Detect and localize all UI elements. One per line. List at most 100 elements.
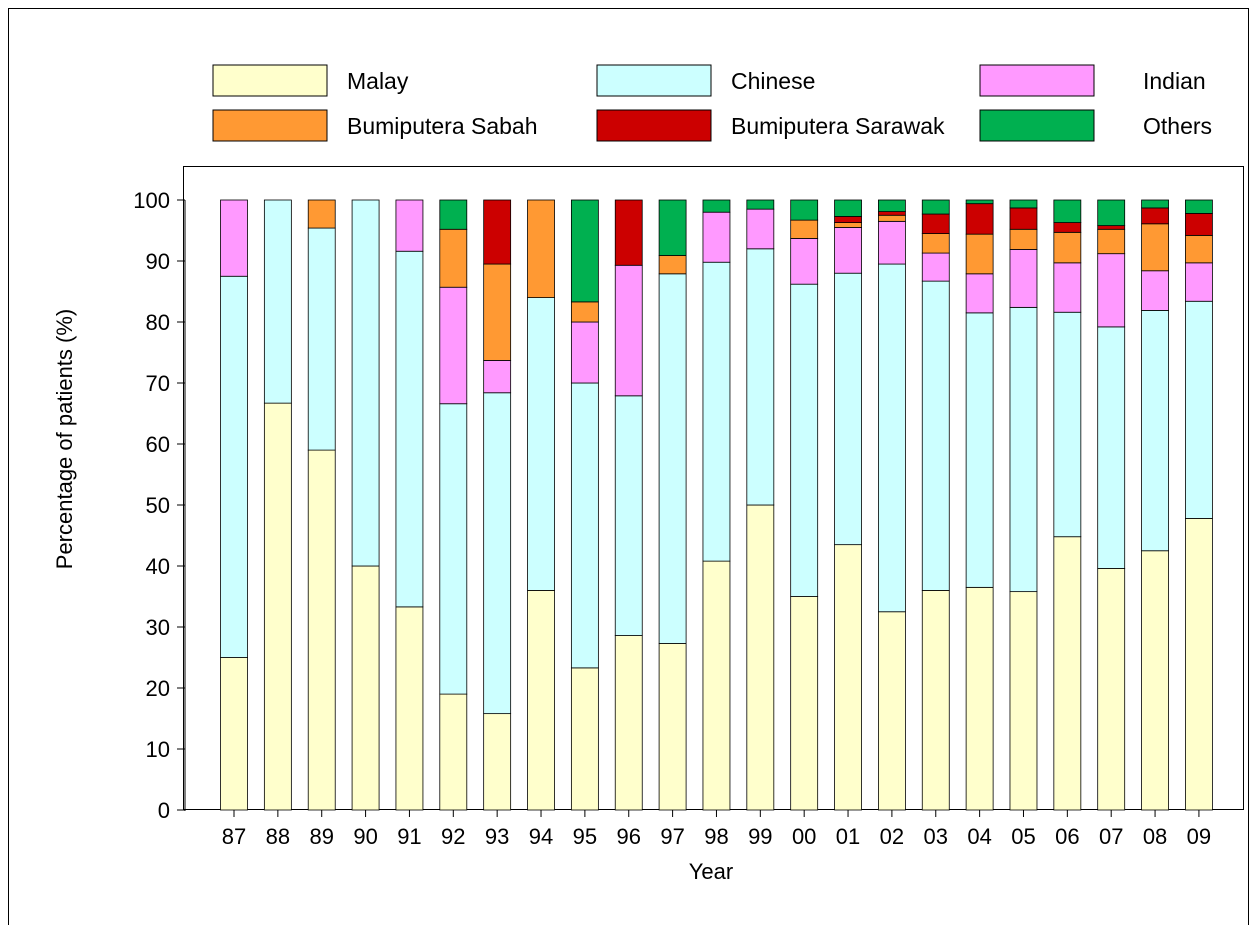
bar-segment-bumiputera-sabah-89: [307, 199, 336, 229]
bar-segment-malay-95: [570, 667, 599, 811]
bar-segment-chinese-90: [351, 199, 380, 567]
bar-segment-bumiputera-sabah-94: [527, 199, 555, 298]
bar-segment-bumiputera-sarawak-04: [965, 203, 994, 235]
legend-label: Bumiputera Sabah: [347, 113, 538, 139]
bar-segment-malay-05: [1009, 591, 1038, 811]
bar-segment-malay-94: [527, 590, 555, 811]
bar-segment-indian-98: [702, 211, 731, 263]
bar-segment-others-99: [746, 199, 775, 210]
bar-segment-indian-03: [921, 252, 950, 282]
bar-segment-bumiputera-sabah-08: [1141, 223, 1169, 272]
bar-segment-malay-07: [1097, 568, 1126, 811]
y-tick-label: 100: [133, 188, 170, 213]
bar-segment-chinese-92: [439, 403, 468, 695]
legend-item-chinese: Chinese: [596, 64, 815, 97]
x-tick-label-87: 87: [222, 824, 246, 849]
bar-segment-bumiputera-sarawak-09: [1185, 213, 1213, 236]
bar-segment-malay-87: [220, 657, 248, 811]
bar-segment-malay-06: [1053, 536, 1082, 811]
bar-segment-chinese-97: [658, 273, 687, 644]
x-tick-label-99: 99: [748, 824, 772, 849]
bar-segment-chinese-07: [1097, 326, 1126, 569]
x-tick-label-88: 88: [266, 824, 290, 849]
bar-segment-indian-09: [1185, 262, 1213, 302]
legend: Malay Chinese Indian Bumiputera Sabah Bumipu…: [212, 64, 1212, 142]
bar-segment-bumiputera-sabah-07: [1097, 228, 1126, 255]
bar-segment-indian-96: [614, 264, 643, 397]
bar-segment-chinese-96: [614, 395, 643, 636]
bar-segment-malay-96: [614, 635, 643, 811]
bar-segment-bumiputera-sarawak-08: [1141, 207, 1169, 225]
x-tick-label-94: 94: [529, 824, 553, 849]
bar-segment-bumiputera-sabah-95: [570, 301, 599, 323]
bar-segment-others-95: [570, 199, 599, 303]
bar-segment-chinese-88: [263, 199, 292, 404]
legend-item-bumiputera-sarawak: Bumiputera Sarawak: [596, 109, 945, 142]
x-tick-label-00: 00: [792, 824, 816, 849]
bar-segment-malay-98: [702, 560, 731, 811]
bar-segment-bumiputera-sabah-09: [1185, 234, 1213, 264]
bar-segment-bumiputera-sarawak-07: [1097, 225, 1126, 230]
bar-segment-others-02: [878, 199, 906, 212]
bar-segment-others-92: [439, 199, 468, 230]
x-tick-label-01: 01: [836, 824, 860, 849]
bar-segment-chinese-01: [834, 272, 862, 546]
bar-segment-indian-92: [439, 286, 468, 405]
x-tick-label-09: 09: [1187, 824, 1211, 849]
bar-segment-malay-93: [483, 713, 512, 811]
bar-segment-indian-87: [220, 199, 248, 277]
x-axis-title: Year: [689, 859, 733, 884]
bar-segment-others-06: [1053, 199, 1082, 223]
bars: [220, 199, 1213, 811]
x-tick-label-06: 06: [1055, 824, 1079, 849]
y-tick-label: 90: [146, 249, 170, 274]
bar-segment-chinese-08: [1141, 310, 1169, 552]
bar-segment-chinese-09: [1185, 300, 1213, 519]
bar-segment-chinese-03: [921, 280, 950, 591]
bar-segment-chinese-98: [702, 261, 731, 562]
bar-segment-bumiputera-sarawak-02: [878, 211, 906, 216]
bar-segment-indian-99: [746, 208, 775, 250]
x-tick-label-04: 04: [967, 824, 991, 849]
bar-segment-bumiputera-sabah-03: [921, 233, 950, 254]
bar-segment-indian-06: [1053, 262, 1082, 313]
bar-segment-bumiputera-sabah-02: [878, 214, 906, 222]
y-tick-label: 70: [146, 371, 170, 396]
bar-segment-indian-01: [834, 227, 862, 274]
x-tick-label-03: 03: [924, 824, 948, 849]
bar-segment-others-97: [658, 199, 687, 256]
bar-segment-malay-99: [746, 504, 775, 811]
bar-segment-malay-90: [351, 565, 380, 811]
bar-segment-bumiputera-sabah-06: [1053, 231, 1082, 264]
bar-segment-others-98: [702, 199, 731, 213]
bar-segment-malay-89: [307, 449, 336, 811]
bar-segment-malay-91: [395, 606, 424, 811]
x-tick-label-97: 97: [660, 824, 684, 849]
bar-segment-malay-04: [965, 586, 994, 811]
bar-segment-others-04: [965, 199, 994, 205]
legend-label: Indian: [1143, 68, 1206, 94]
bar-segment-chinese-87: [220, 275, 248, 658]
bar-segment-chinese-95: [570, 382, 599, 669]
bar-segment-chinese-94: [527, 297, 555, 591]
y-tick-label: 40: [146, 554, 170, 579]
bar-segment-bumiputera-sarawak-01: [834, 216, 862, 223]
legend-swatch: [979, 64, 1095, 97]
bar-segment-malay-08: [1141, 550, 1169, 811]
bar-segment-malay-88: [263, 402, 292, 811]
y-tick-label: 30: [146, 615, 170, 640]
legend-item-malay: Malay: [212, 64, 409, 97]
bar-segment-indian-08: [1141, 270, 1169, 311]
bar-segment-others-01: [834, 199, 862, 217]
y-tick-label: 0: [158, 798, 170, 823]
bar-segment-others-05: [1009, 199, 1038, 209]
x-tick-label-95: 95: [573, 824, 597, 849]
x-tick-label-07: 07: [1099, 824, 1123, 849]
bar-segment-indian-04: [965, 273, 994, 314]
bar-segment-indian-07: [1097, 253, 1126, 328]
bar-segment-bumiputera-sabah-05: [1009, 228, 1038, 250]
x-tick-label-93: 93: [485, 824, 509, 849]
legend-item-bumiputera-sabah: Bumiputera Sabah: [212, 109, 538, 142]
bar-segment-malay-92: [439, 693, 468, 811]
x-tick-label-02: 02: [880, 824, 904, 849]
